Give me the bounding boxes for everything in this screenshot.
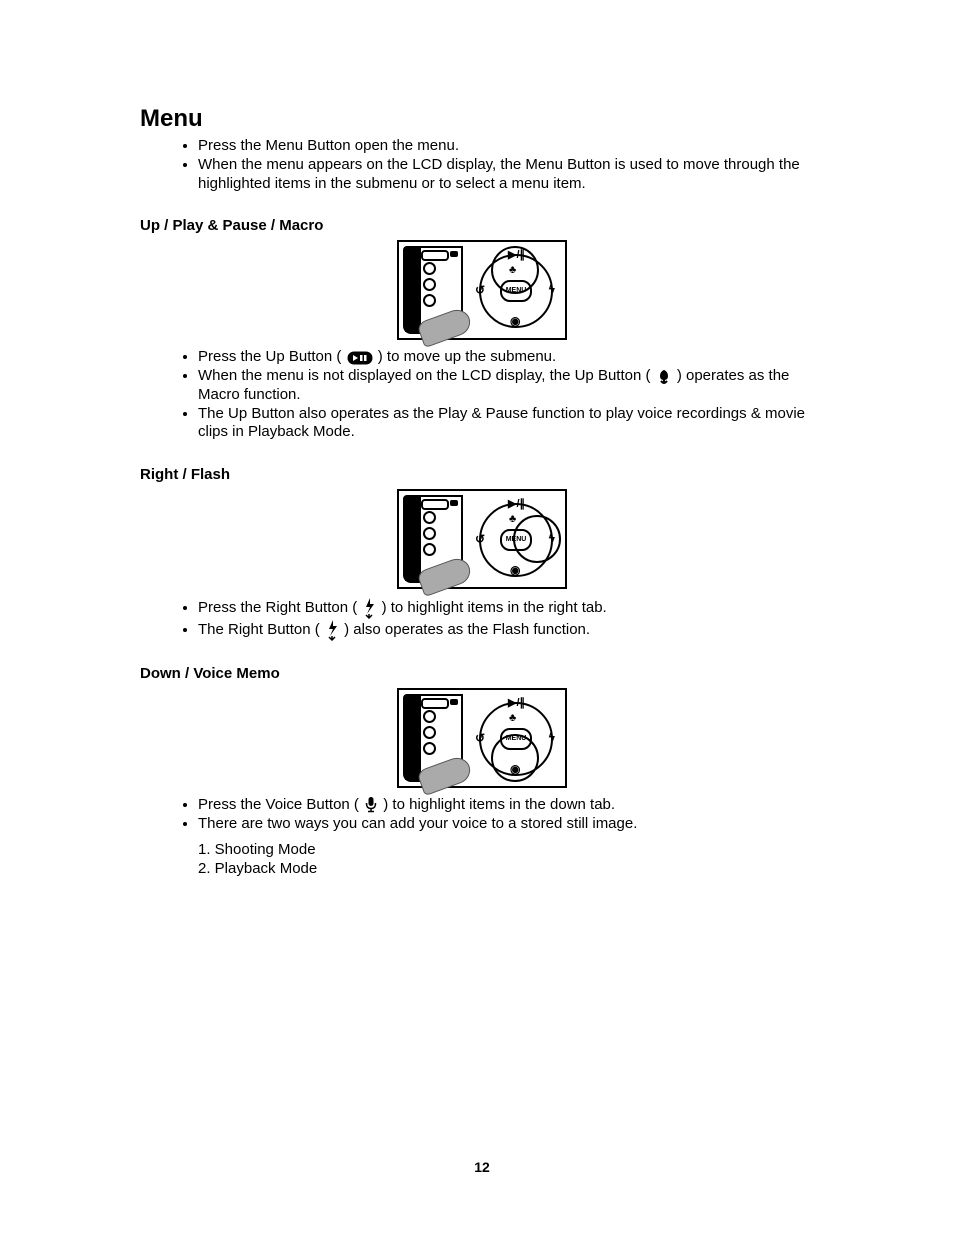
flash-icon: ϟ bbox=[549, 730, 555, 744]
highlight-circle bbox=[491, 246, 539, 294]
section3-sublist: 1. Shooting Mode 2. Playback Mode bbox=[140, 840, 824, 879]
page-title: Menu bbox=[140, 105, 824, 133]
play-pause-pill-icon bbox=[347, 349, 373, 367]
list-item: Press the Menu Button open the menu. bbox=[198, 137, 824, 156]
page-content: Menu Press the Menu Button open the menu… bbox=[0, 0, 954, 1235]
macro-icon: ♣ bbox=[509, 513, 516, 525]
highlight-circle bbox=[513, 515, 561, 563]
section-heading-right: Right / Flash bbox=[140, 466, 824, 483]
section-heading-down: Down / Voice Memo bbox=[140, 665, 824, 682]
mic-icon: ◉ bbox=[510, 563, 520, 577]
play-pause-icon: ▶/∥ bbox=[508, 497, 525, 510]
list-item: When the menu is not displayed on the LC… bbox=[198, 367, 824, 405]
play-pause-icon: ▶/∥ bbox=[508, 696, 525, 709]
tulip-icon bbox=[656, 367, 672, 385]
section-heading-up: Up / Play & Pause / Macro bbox=[140, 217, 824, 234]
mic-icon: ◉ bbox=[510, 314, 520, 328]
list-item: The Right Button ( ) also operates as th… bbox=[198, 619, 824, 641]
timer-icon: ↺ bbox=[475, 731, 485, 745]
diagram-up: MENU ▶/∥ ♣ ↺ ϟ ◉ bbox=[397, 240, 567, 340]
list-item: Press the Right Button ( ) to highlight … bbox=[198, 597, 824, 619]
flash-arrow-icon bbox=[362, 597, 376, 619]
list-item: When the menu appears on the LCD display… bbox=[198, 156, 824, 194]
page-number: 12 bbox=[140, 1159, 824, 1175]
macro-icon: ♣ bbox=[509, 712, 516, 724]
list-item: Press the Voice Button ( ) to highlight … bbox=[198, 796, 824, 815]
intro-list: Press the Menu Button open the menu. Whe… bbox=[140, 137, 824, 193]
section3-list: Press the Voice Button ( ) to highlight … bbox=[140, 796, 824, 834]
section2-list: Press the Right Button ( ) to highlight … bbox=[140, 597, 824, 641]
timer-icon: ↺ bbox=[475, 283, 485, 297]
sublist-item: 2. Playback Mode bbox=[198, 859, 824, 879]
list-item: There are two ways you can add your voic… bbox=[198, 815, 824, 834]
list-item: Press the Up Button ( ) to move up the s… bbox=[198, 348, 824, 367]
microphone-icon bbox=[364, 796, 378, 814]
section1-list: Press the Up Button ( ) to move up the s… bbox=[140, 348, 824, 442]
sublist-item: 1. Shooting Mode bbox=[198, 840, 824, 860]
flash-arrow-icon bbox=[325, 619, 339, 641]
highlight-circle bbox=[491, 734, 539, 782]
diagram-down: MENU ▶/∥ ♣ ↺ ϟ ◉ bbox=[397, 688, 567, 788]
diagram-right: MENU ▶/∥ ♣ ↺ ϟ ◉ bbox=[397, 489, 567, 589]
list-item: The Up Button also operates as the Play … bbox=[198, 405, 824, 443]
timer-icon: ↺ bbox=[475, 532, 485, 546]
flash-icon: ϟ bbox=[549, 282, 555, 296]
